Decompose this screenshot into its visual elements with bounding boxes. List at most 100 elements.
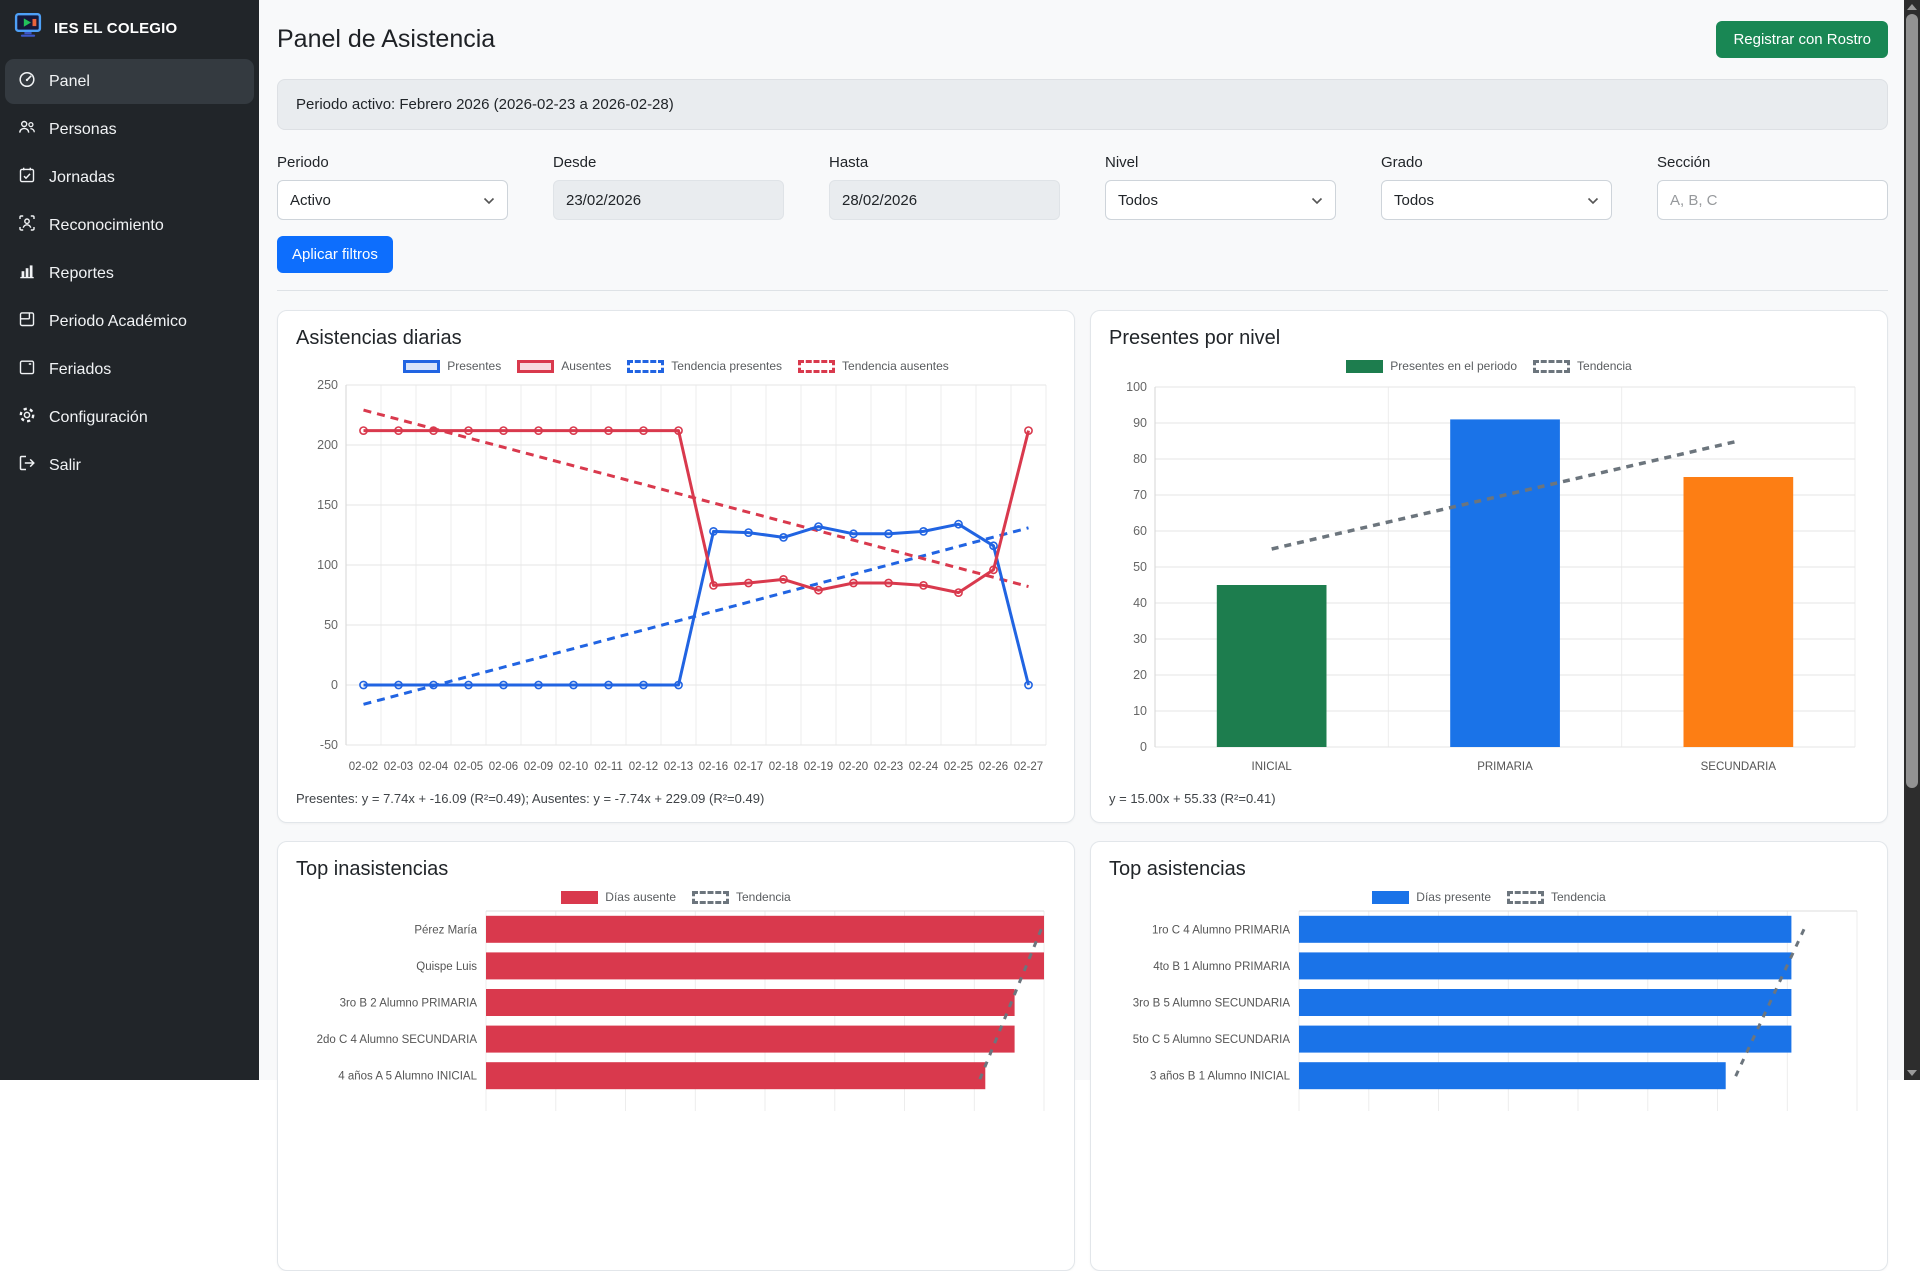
legend-item[interactable]: Ausentes	[517, 359, 611, 373]
legend-item[interactable]: Presentes	[403, 359, 501, 373]
legend-item[interactable]: Días presente	[1372, 890, 1491, 904]
svg-text:INICIAL: INICIAL	[1252, 761, 1293, 773]
sidebar-item-label: Feriados	[49, 360, 112, 378]
filters-row: Periodo Activo Desde Hasta Nivel Todos G…	[277, 154, 1888, 220]
scroll-up-arrow-icon[interactable]	[1907, 4, 1917, 10]
logout-icon	[18, 454, 36, 477]
calendar-range-icon	[18, 310, 36, 333]
legend-label: Tendencia	[736, 890, 791, 904]
calendar-icon	[18, 358, 36, 381]
app-logo-icon	[13, 13, 43, 43]
svg-text:02-18: 02-18	[769, 761, 798, 773]
svg-text:3ro B 2 Alumno PRIMARIA: 3ro B 2 Alumno PRIMARIA	[340, 998, 478, 1010]
card-top-inasistencias: Top inasistencias Días ausente Tendencia …	[277, 841, 1075, 1271]
legend-label: Tendencia ausentes	[842, 359, 949, 373]
legend-item[interactable]: Tendencia presentes	[627, 359, 782, 373]
chart-title: Top asistencias	[1109, 858, 1246, 880]
svg-text:0: 0	[331, 678, 338, 692]
legend-item[interactable]: Tendencia	[1533, 359, 1632, 373]
legend-item[interactable]: Tendencia ausentes	[798, 359, 949, 373]
legend-label: Tendencia	[1551, 890, 1606, 904]
legend-label: Días ausente	[605, 890, 676, 904]
svg-text:250: 250	[317, 378, 338, 392]
svg-text:70: 70	[1133, 488, 1147, 502]
sidebar-item-label: Personas	[49, 120, 117, 138]
face-scan-icon	[18, 214, 36, 237]
svg-text:02-13: 02-13	[664, 761, 693, 773]
card-top-asistencias: Top asistencias Días presente Tendencia 1…	[1090, 841, 1888, 1271]
svg-text:40: 40	[1133, 596, 1147, 610]
top-absences-hbar-chart: Pérez María Quispe Luis 3ro B 2 Alumno PRI…	[296, 906, 1056, 1116]
periodo-select-value: Activo	[290, 191, 331, 209]
gear-icon	[18, 406, 36, 429]
sidebar-item-configuracion[interactable]: Configuración	[5, 395, 254, 440]
people-icon	[18, 118, 36, 141]
svg-text:150: 150	[317, 498, 338, 512]
present-by-level-bar-chart: 0 10 20 30 40 50 60 70 80 90 100 INICIAL PRIMARIA SEC…	[1109, 375, 1869, 788]
brand: IES EL COLEGIO	[0, 0, 259, 53]
legend-swatch	[1533, 359, 1571, 373]
legend-label: Tendencia presentes	[671, 359, 783, 373]
sidebar-item-personas[interactable]: Personas	[5, 107, 254, 152]
svg-text:Quispe Luis: Quispe Luis	[416, 961, 477, 973]
svg-text:02-12: 02-12	[629, 761, 658, 773]
svg-text:02-04: 02-04	[419, 761, 449, 773]
bar-chart-icon	[18, 262, 36, 285]
svg-text:02-02: 02-02	[349, 761, 378, 773]
sidebar-item-periodo-academico[interactable]: Periodo Académico	[5, 299, 254, 344]
chart-legend: Presentes en el periodo Tendencia	[1109, 359, 1869, 373]
sidebar-item-salir[interactable]: Salir	[5, 443, 254, 488]
legend-swatch	[517, 359, 555, 373]
svg-text:1ro C 4 Alumno PRIMARIA: 1ro C 4 Alumno PRIMARIA	[1152, 924, 1290, 936]
svg-text:02-23: 02-23	[874, 761, 903, 773]
chart-legend: Presentes Ausentes Tendencia presentes Tend…	[296, 359, 1056, 373]
legend-swatch	[1346, 359, 1384, 373]
svg-text:02-09: 02-09	[524, 761, 553, 773]
sidebar-item-panel[interactable]: Panel	[5, 59, 254, 104]
gauge-icon	[18, 70, 36, 93]
register-face-button[interactable]: Registrar con Rostro	[1716, 21, 1888, 58]
brand-name: IES EL COLEGIO	[54, 19, 178, 37]
hasta-date-input[interactable]	[829, 180, 1060, 220]
chart-title: Asistencias diarias	[296, 327, 462, 349]
regression-annotation: Presentes: y = 7.74x + -16.09 (R²=0.49);…	[296, 791, 765, 806]
nivel-select-value: Todos	[1118, 191, 1159, 209]
card-presentes-por-nivel: Presentes por nivel Presentes en el peri…	[1090, 310, 1888, 823]
nivel-select[interactable]: Todos	[1105, 180, 1336, 220]
sidebar-item-reconocimiento[interactable]: Reconocimiento	[5, 203, 254, 248]
sidebar-item-feriados[interactable]: Feriados	[5, 347, 254, 392]
legend-swatch	[1507, 890, 1544, 904]
grado-select-value: Todos	[1394, 191, 1435, 209]
chart-title: Top inasistencias	[296, 858, 449, 880]
filter-label-periodo: Periodo	[277, 154, 329, 171]
page-title: Panel de Asistencia	[277, 25, 496, 53]
svg-text:30: 30	[1133, 632, 1147, 646]
sidebar-item-reportes[interactable]: Reportes	[5, 251, 254, 296]
legend-item[interactable]: Tendencia	[1507, 890, 1606, 904]
filter-label-grado: Grado	[1381, 154, 1423, 171]
svg-text:02-17: 02-17	[734, 761, 763, 773]
svg-text:02-03: 02-03	[384, 761, 413, 773]
svg-text:02-25: 02-25	[944, 761, 973, 773]
daily-attendance-line-chart: -50 0 50 100 150 200 250 02-02 02-03 02-04 02-05 02…	[296, 375, 1056, 788]
periodo-select[interactable]: Activo	[277, 180, 508, 220]
apply-filters-button[interactable]: Aplicar filtros	[277, 236, 393, 273]
card-asistencias-diarias: Asistencias diarias Presentes Ausentes Ten…	[277, 310, 1075, 823]
sidebar-item-jornadas[interactable]: Jornadas	[5, 155, 254, 200]
legend-label: Presentes	[447, 359, 502, 373]
legend-swatch	[561, 890, 599, 904]
scroll-down-arrow-icon[interactable]	[1907, 1070, 1917, 1076]
desde-date-input[interactable]	[553, 180, 784, 220]
legend-label: Presentes en el periodo	[1390, 359, 1518, 373]
legend-item[interactable]: Días ausente	[561, 890, 676, 904]
seccion-input[interactable]	[1657, 180, 1888, 220]
legend-item[interactable]: Presentes en el periodo	[1346, 359, 1517, 373]
active-period-banner: Periodo activo: Febrero 2026 (2026-02-23…	[277, 79, 1888, 130]
legend-item[interactable]: Tendencia	[692, 890, 791, 904]
vertical-scrollbar[interactable]	[1904, 0, 1920, 1080]
chevron-down-icon	[483, 192, 495, 209]
scrollbar-thumb[interactable]	[1906, 14, 1918, 788]
legend-label: Días presente	[1416, 890, 1491, 904]
divider	[277, 290, 1888, 291]
grado-select[interactable]: Todos	[1381, 180, 1612, 220]
